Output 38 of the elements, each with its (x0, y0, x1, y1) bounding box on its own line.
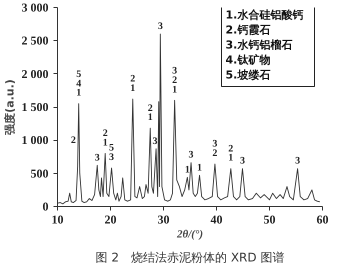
annotation: 2 1 (148, 102, 153, 124)
x-tick-label: 40 (210, 212, 222, 226)
annotation: 2 1 (228, 143, 234, 164)
annotation: 3.水钙铝榴石 (226, 38, 292, 52)
annotation: 2 (70, 135, 76, 146)
annotation: 4.钛矿物 (226, 54, 270, 66)
annotation: 5 4 1 (76, 68, 82, 99)
annotation: 2.钙霞石 (226, 24, 270, 36)
y-tick-label: 2 500 (22, 34, 48, 48)
annotation: 3 2 1 (172, 66, 178, 96)
y-tick-label: 500 (30, 166, 48, 180)
y-tick-label: 3 000 (22, 0, 48, 14)
x-axis-title: 2θ/(°) (176, 228, 204, 240)
x-tick-label: 50 (264, 212, 276, 226)
x-tick-label: 60 (316, 212, 328, 226)
annotation: 3 (188, 150, 194, 161)
text: 图 2 烧结法赤泥粉体的 XRD 图谱 (96, 250, 284, 264)
y-tick-label: 0 (42, 200, 48, 214)
y-tick-label: 1 500 (22, 100, 48, 114)
x-tick-label: 20 (104, 212, 116, 226)
annotation: 3 (158, 21, 163, 32)
x-tick-label: 10 (52, 212, 64, 226)
y-axis-title: 强度(a.u.) (4, 79, 16, 135)
annotation: 3 (295, 156, 300, 167)
annotation: 2 1 (102, 128, 108, 148)
x-tick-label: 30 (158, 212, 170, 226)
annotation: 1 (184, 164, 190, 176)
annotation: 3 2 (212, 138, 218, 160)
annotation: 3 (152, 136, 158, 147)
y-tick-label: 1 000 (22, 133, 48, 148)
annotation: 5 3 (109, 142, 114, 164)
annotation: 1.水合硅铝酸钙 (226, 8, 304, 22)
y-tick-label: 2 000 (22, 66, 48, 81)
annotation: 1 (197, 162, 202, 174)
annotation: 5.坡缕石 (226, 68, 270, 82)
annotation: 3 (240, 156, 245, 167)
annotation: 2 1 (130, 74, 136, 94)
annotation: 3 (94, 152, 100, 164)
